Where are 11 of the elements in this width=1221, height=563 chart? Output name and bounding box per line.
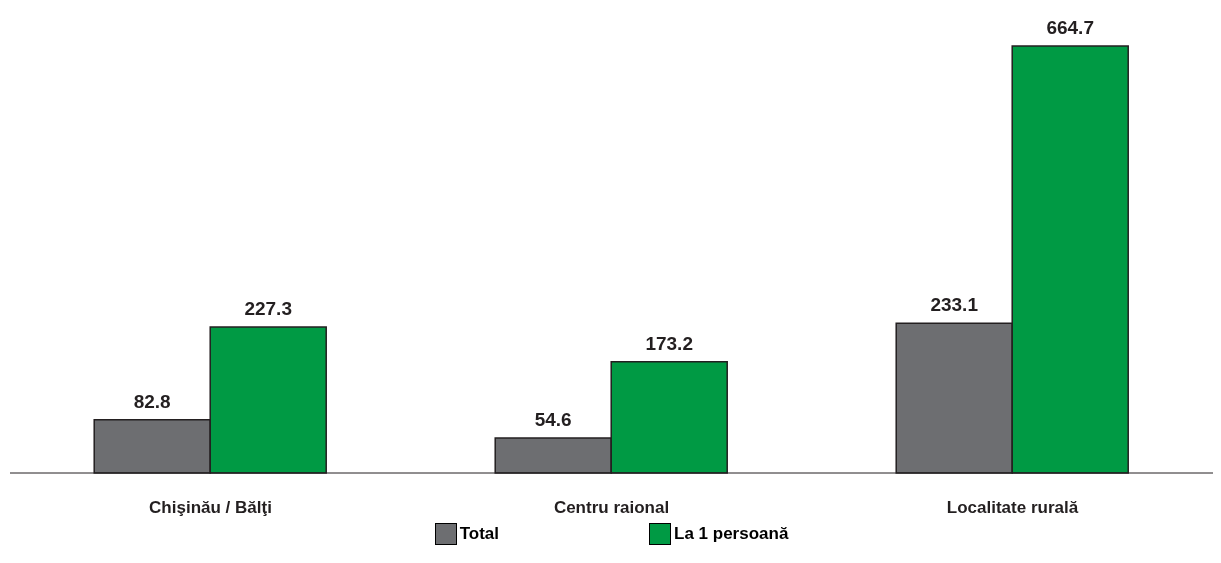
x-tick-label: Chişinău / Bălţi bbox=[149, 498, 272, 518]
data-label: 227.3 bbox=[244, 297, 292, 319]
x-tick-label: Localitate rurală bbox=[946, 498, 1079, 518]
data-label: 54.6 bbox=[534, 408, 572, 430]
legend-label: La 1 persoană bbox=[674, 524, 789, 544]
data-label: 173.2 bbox=[645, 332, 693, 354]
x-tick-label: Centru raional bbox=[553, 498, 670, 518]
data-label: 82.8 bbox=[133, 390, 171, 412]
data-label: 233.1 bbox=[930, 294, 979, 316]
data-label: 664.7 bbox=[1046, 17, 1094, 38]
legend-label: Total bbox=[459, 524, 500, 544]
